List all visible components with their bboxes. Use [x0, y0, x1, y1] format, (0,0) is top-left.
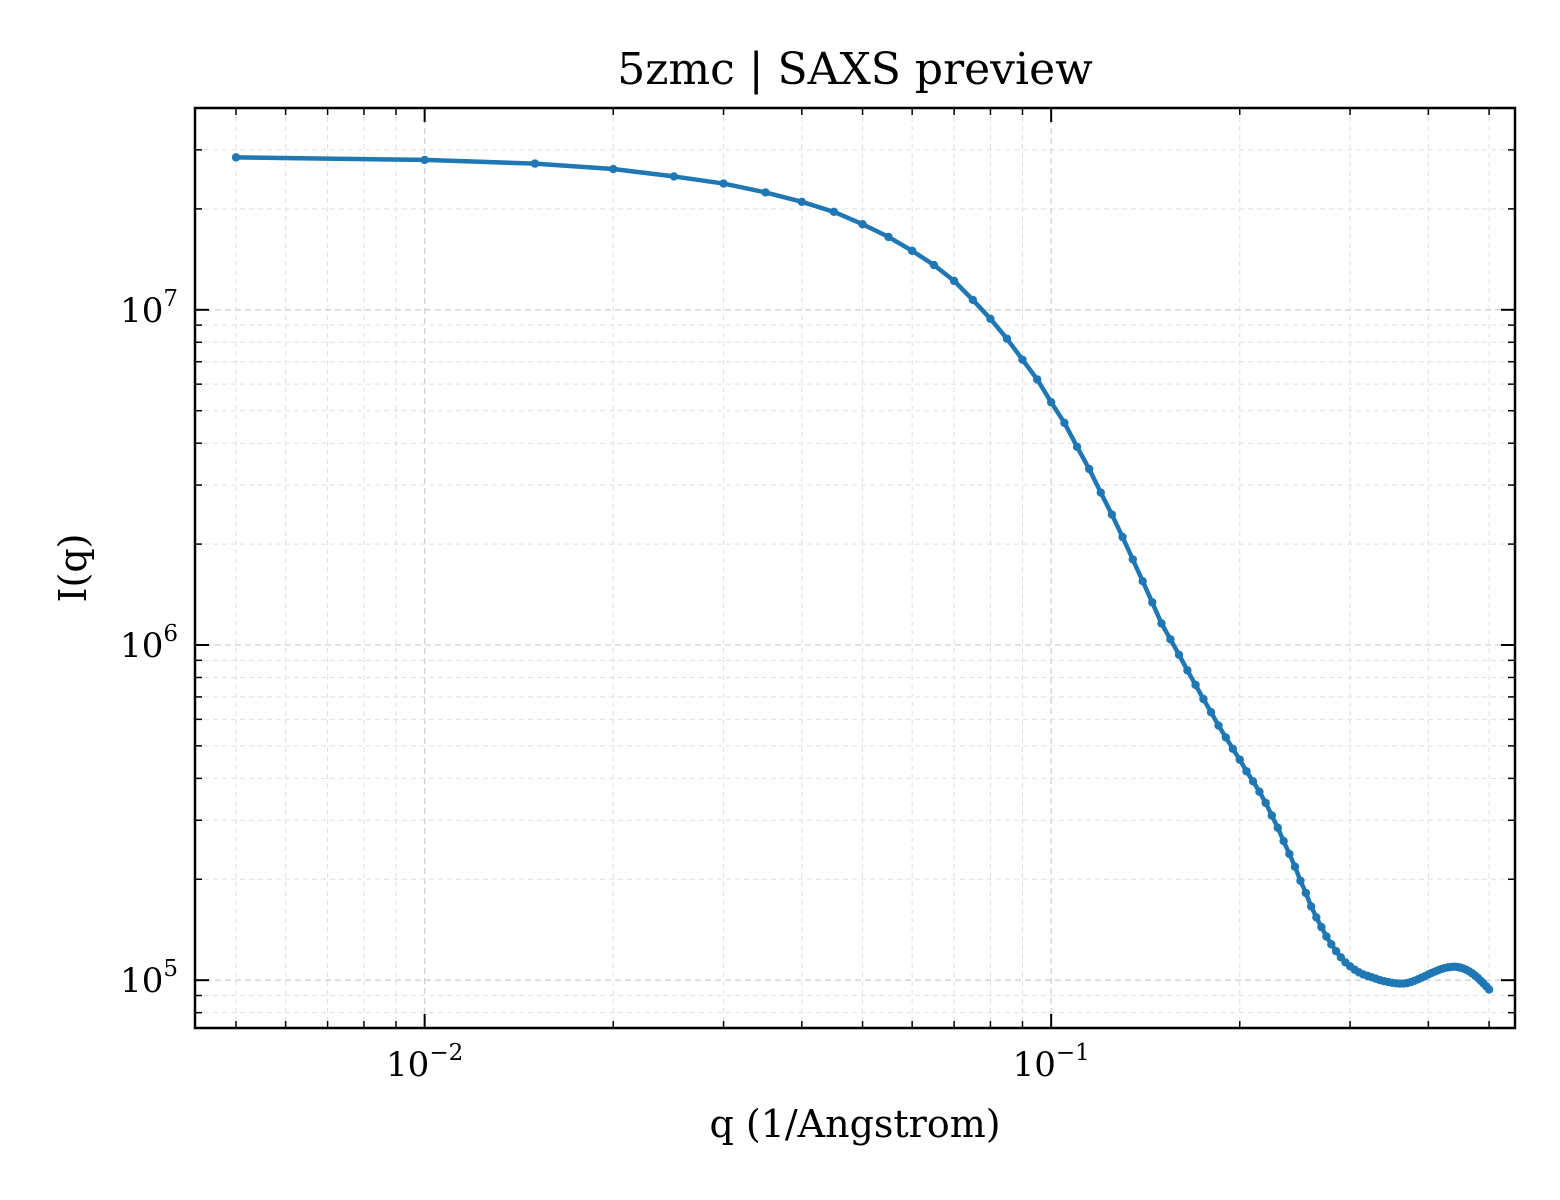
data-point: [1317, 922, 1326, 932]
x-axis-label: q (1/Angstrom): [709, 1102, 1000, 1146]
data-point: [1046, 398, 1056, 407]
data-point: [1118, 532, 1127, 542]
data-point: [231, 153, 241, 162]
data-point: [907, 246, 917, 255]
data-point: [1261, 798, 1270, 808]
data-point: [1183, 666, 1192, 675]
y-tick-base: 10: [120, 626, 163, 666]
data-point: [1157, 619, 1166, 628]
y-axis-label: I(q): [51, 534, 95, 603]
data-point: [1301, 888, 1311, 898]
data-point: [1290, 862, 1300, 871]
data-point: [420, 155, 429, 165]
data-point: [1327, 940, 1336, 949]
x-tick-label: 10−1: [1013, 1040, 1090, 1085]
y-tick-label: 105: [120, 956, 178, 1001]
data-point: [1084, 464, 1094, 474]
x-tick-exponent: −1: [1056, 1040, 1090, 1066]
y-tick-label: 106: [120, 621, 178, 666]
data-point: [884, 232, 893, 242]
y-tick-label: 107: [120, 286, 178, 331]
y-tick-exponent: 7: [163, 286, 178, 312]
data-point: [1273, 823, 1282, 832]
data-point: [1248, 777, 1258, 786]
data-point: [1072, 442, 1082, 452]
data-point: [1060, 418, 1069, 428]
data-point: [949, 276, 959, 286]
series-layer: [231, 153, 1494, 994]
data-point: [1228, 744, 1238, 754]
data-point: [1242, 767, 1251, 776]
data-point: [1166, 635, 1175, 644]
data-point: [1322, 932, 1331, 941]
data-point: [829, 207, 839, 217]
data-point: [1002, 334, 1012, 343]
data-point: [719, 179, 728, 188]
x-tick-exponent: −2: [429, 1040, 463, 1066]
data-point: [986, 314, 995, 324]
x-tick-base: 10: [386, 1045, 429, 1085]
data-point: [1306, 902, 1316, 911]
data-point: [968, 295, 978, 305]
y-tick-exponent: 5: [163, 956, 178, 982]
data-point: [797, 197, 807, 206]
data-point: [761, 188, 770, 197]
chart-title: 5zmc | SAXS preview: [617, 44, 1093, 95]
data-point: [1148, 598, 1157, 607]
data-point: [1128, 555, 1138, 564]
ticks: [195, 107, 1515, 1028]
data-point: [1138, 576, 1147, 586]
data-point: [1255, 787, 1264, 796]
data-point: [1032, 375, 1042, 384]
data-point: [609, 164, 618, 174]
data-point: [1199, 694, 1208, 704]
x-tick-label: 10−2: [386, 1040, 463, 1085]
y-tick-exponent: 6: [163, 621, 178, 647]
x-tick-base: 10: [1013, 1045, 1056, 1085]
data-point: [1279, 836, 1288, 846]
data-point: [1221, 733, 1230, 742]
data-point: [1018, 355, 1027, 364]
data-point: [1235, 755, 1244, 764]
data-point: [1191, 680, 1200, 690]
data-point: [1285, 849, 1294, 859]
data-point: [1214, 721, 1223, 730]
data-point: [1484, 985, 1494, 994]
data-point: [1331, 947, 1341, 956]
data-point: [1107, 510, 1117, 519]
data-point: [1174, 650, 1184, 659]
plot-frame: [193, 106, 1517, 1030]
y-tick-base: 10: [120, 961, 163, 1001]
data-point: [929, 260, 939, 270]
data-point: [1096, 488, 1105, 497]
data-point: [1206, 708, 1216, 717]
data-point: [1312, 913, 1321, 922]
data-point: [1267, 811, 1276, 820]
grid: [195, 107, 1515, 1028]
y-tick-base: 10: [120, 291, 163, 331]
data-point: [530, 159, 540, 168]
data-point: [1296, 876, 1305, 885]
data-point: [669, 172, 679, 181]
data-point: [858, 220, 867, 229]
